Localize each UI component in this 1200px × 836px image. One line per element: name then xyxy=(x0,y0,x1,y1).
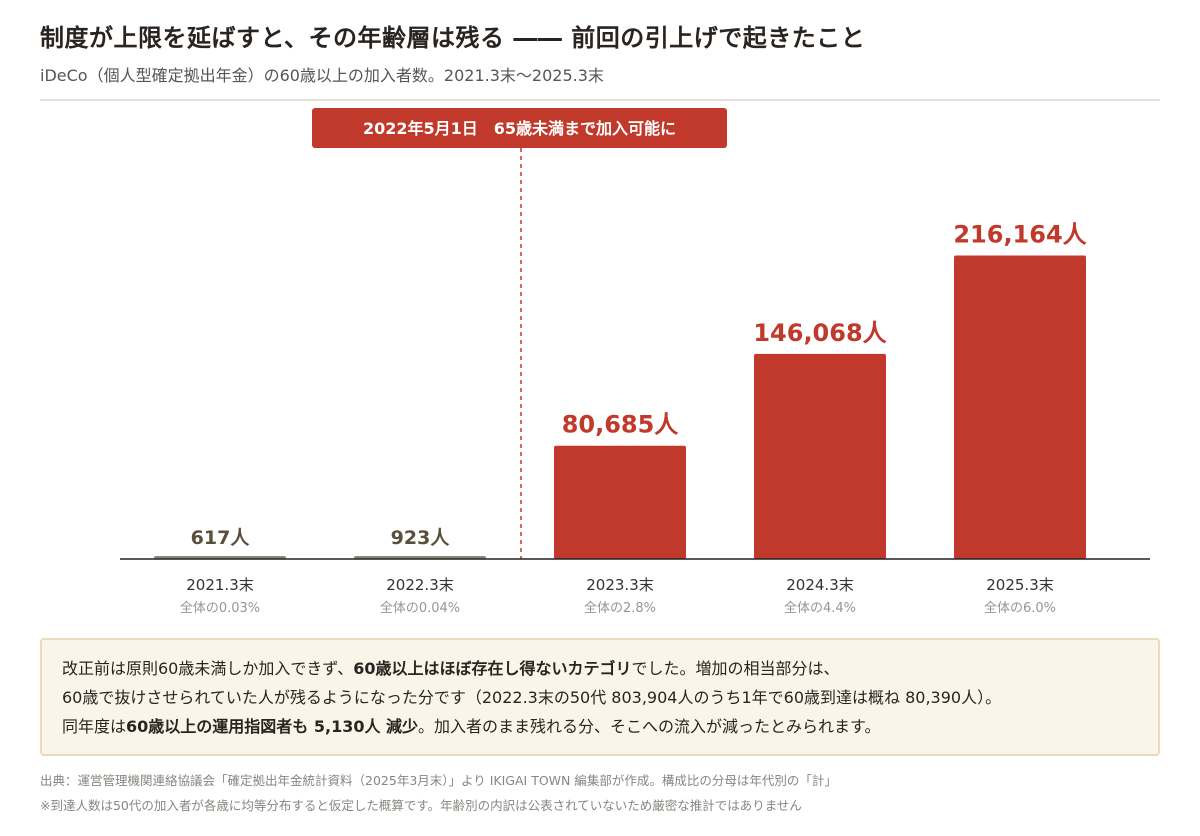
x-tick-label: 2021.3末 xyxy=(186,576,254,594)
estimate-disclaimer: ※到達人数は50代の加入者が各歳に均等分布すると仮定した概算です。年齢別の内訳は… xyxy=(40,798,802,813)
source-citation: 出典：運営管理機関連絡協議会「確定拠出年金統計資料（2025年3月末）」より I… xyxy=(40,773,837,788)
share-label: 全体の4.4% xyxy=(784,600,856,616)
note-line-1: 改正前は原則60歳未満しか加入できず、60歳以上はほぼ存在し得ないカテゴリでした… xyxy=(62,659,840,678)
note-line-3: 同年度は60歳以上の運用指図者も 5,130人 減少。加入者のまま残れる分、そこ… xyxy=(62,717,881,736)
law-change-label-box xyxy=(312,108,727,148)
share-label: 全体の2.8% xyxy=(584,600,656,616)
data-label: 923人 xyxy=(391,527,451,549)
source-notes: 出典：運営管理機関連絡協議会「確定拠出年金統計資料（2025年3月末）」より I… xyxy=(40,768,837,818)
header-divider xyxy=(40,99,1160,101)
x-tick-label: 2025.3末 xyxy=(986,576,1054,594)
bar-chart: 2022年5月1日 65歳未満まで加入可能に 617人 2021.3末全体の0.03… xyxy=(120,108,1150,616)
explanation-note: 改正前は原則60歳未満しか加入できず、60歳以上はほぼ存在し得ないカテゴリでした… xyxy=(40,638,1160,756)
data-label: 216,164人 xyxy=(953,221,1086,249)
share-label: 全体の0.04% xyxy=(380,600,460,616)
share-label: 全体の6.0% xyxy=(984,600,1056,616)
page-title: 制度が上限を延ばすと、その年齢層は残る ―― 前回の引上げで起きたこと xyxy=(40,24,866,52)
data-label: 146,068人 xyxy=(753,319,886,347)
bar-2024.3末 xyxy=(754,353,886,559)
x-tick-label: 2023.3末 xyxy=(586,576,654,594)
law-change-label: 2022年5月1日 65歳未満まで加入可能に xyxy=(363,119,676,138)
bar-2023.3末 xyxy=(554,445,686,559)
x-tick-label: 2022.3末 xyxy=(386,576,454,594)
data-label: 80,685人 xyxy=(562,411,679,439)
page-subtitle: iDeCo（個人型確定拠出年金）の60歳以上の加入者数。2021.3末〜2025… xyxy=(40,66,604,85)
note-line-2: 60歳で抜けさせられていた人が残るようになった分です（2022.3末の50代 8… xyxy=(62,688,1002,707)
data-label: 617人 xyxy=(191,527,251,549)
x-tick-label: 2024.3末 xyxy=(786,576,854,594)
bar-2025.3末 xyxy=(954,255,1086,559)
share-label: 全体の0.03% xyxy=(180,600,260,616)
